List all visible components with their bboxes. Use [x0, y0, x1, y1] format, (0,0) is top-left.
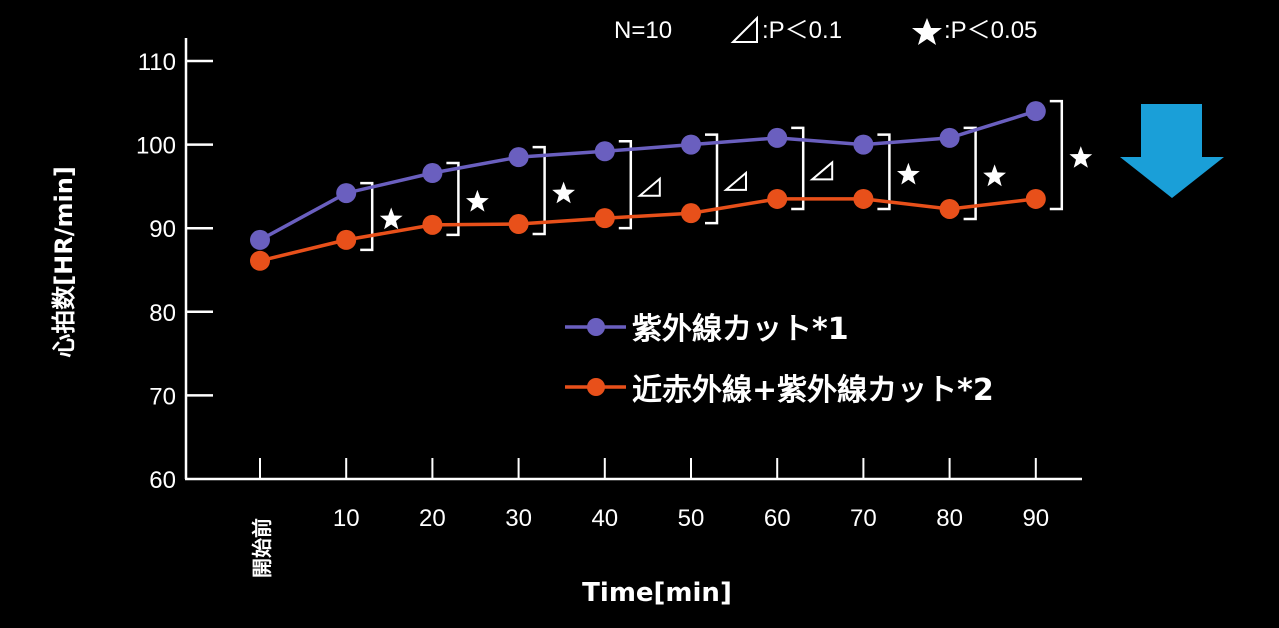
data-point — [939, 198, 960, 219]
bracket — [877, 133, 891, 211]
star-icon — [897, 162, 920, 185]
y-tick-label: 80 — [149, 300, 176, 327]
star-icon — [552, 181, 575, 204]
data-point — [681, 203, 701, 224]
x-tick-label: 開始前 — [250, 518, 274, 578]
x-tick-label: 80 — [936, 505, 963, 532]
y-tick-label: 90 — [149, 216, 176, 243]
x-tick-label: 10 — [333, 505, 360, 532]
triangle-icon — [809, 160, 834, 181]
legend-marker-orange — [587, 378, 605, 396]
significance-note: N=10 :P＜0.1 :P＜0.05 — [614, 15, 1037, 45]
bracket — [791, 126, 805, 211]
sample-size-label: N=10 — [614, 17, 672, 44]
x-tick-label: 30 — [505, 505, 532, 532]
data-point — [250, 229, 270, 250]
data-point — [422, 163, 443, 184]
bracket — [705, 133, 719, 225]
star-icon — [983, 164, 1006, 187]
legend: 紫外線カット*1 近赤外線+紫外線カット*2 — [565, 312, 994, 408]
triangle-icon — [723, 170, 747, 191]
bracket — [532, 145, 546, 236]
data-point — [939, 127, 960, 148]
y-tick-label: 60 — [149, 467, 176, 494]
star-icon — [379, 207, 403, 230]
data-point — [767, 127, 788, 148]
star-icon — [912, 18, 942, 45]
data-point — [767, 188, 788, 209]
data-point — [422, 214, 443, 235]
data-point — [508, 147, 529, 168]
data-point — [594, 141, 615, 162]
triangle-icon — [637, 176, 661, 197]
data-point — [594, 208, 615, 229]
x-tick-label: 50 — [678, 505, 705, 532]
x-ticks: 開始前 10 20 30 40 50 60 70 80 90 — [250, 458, 1049, 578]
significance-markers — [360, 99, 1093, 252]
x-tick-label: 90 — [1022, 505, 1049, 532]
data-point — [508, 214, 529, 235]
legend-marker-purple — [587, 318, 605, 336]
data-point — [853, 134, 874, 155]
legend-item-nir-uv-cut: 近赤外線+紫外線カット*2 — [565, 373, 994, 408]
data-point — [1025, 188, 1046, 209]
series-line — [259, 109, 1037, 242]
bracket — [446, 161, 460, 237]
series-lines — [250, 101, 1046, 271]
bracket — [1049, 99, 1064, 211]
x-tick-label: 20 — [419, 505, 446, 532]
x-tick-label: 70 — [850, 505, 877, 532]
data-point — [853, 188, 874, 209]
axes — [184, 38, 1082, 481]
legend-item-uv-cut: 紫外線カット*1 — [565, 312, 849, 347]
triangle-icon — [730, 15, 758, 43]
y-axis-title: 心拍数[HR/min] — [50, 166, 78, 358]
x-axis-title: Time[min] — [582, 578, 732, 608]
legend-label-nir-uv-cut: 近赤外線+紫外線カット*2 — [632, 373, 994, 408]
triangle-threshold-label: :P＜0.1 — [762, 17, 842, 44]
star-icon — [1069, 146, 1093, 168]
down-arrow-icon — [1120, 104, 1224, 198]
y-tick-label: 100 — [136, 133, 176, 160]
data-point — [681, 134, 701, 155]
y-ticks: 60 70 80 90 100 110 — [136, 49, 213, 494]
data-point — [336, 183, 357, 204]
x-tick-label: 60 — [764, 505, 791, 532]
bracket — [963, 126, 977, 221]
star-icon — [466, 189, 489, 212]
series-line — [259, 197, 1037, 263]
legend-label-uv-cut: 紫外線カット*1 — [632, 312, 849, 347]
bracket — [360, 181, 374, 252]
data-point — [1025, 101, 1046, 122]
data-point — [250, 250, 270, 271]
data-point — [336, 229, 357, 250]
y-tick-label: 70 — [149, 383, 176, 410]
star-threshold-label: :P＜0.05 — [944, 17, 1037, 44]
bracket — [618, 140, 633, 230]
x-tick-label: 40 — [591, 505, 618, 532]
y-tick-label: 110 — [138, 49, 176, 76]
